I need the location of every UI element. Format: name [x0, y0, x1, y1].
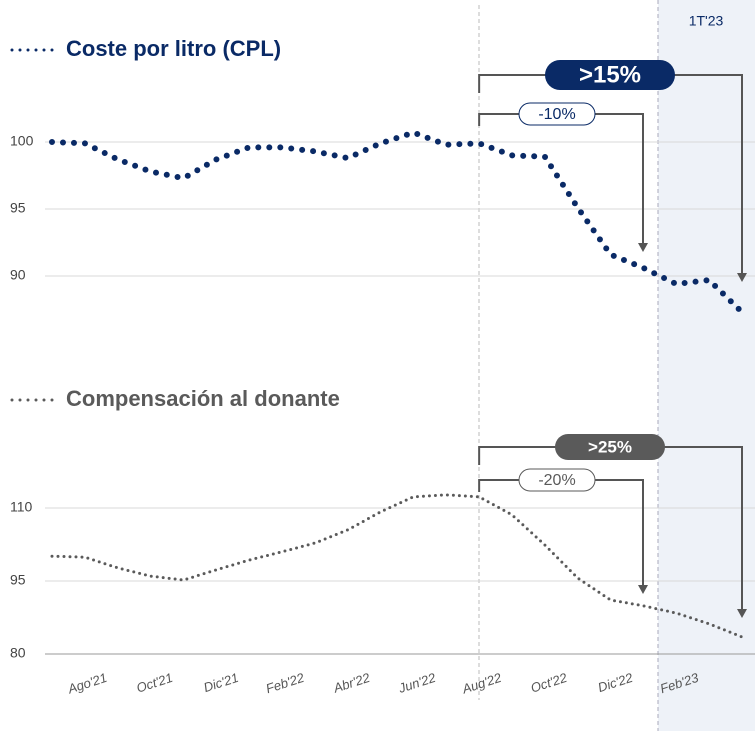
- data-line: [50, 493, 744, 639]
- x-tick-label: Ago'21: [65, 670, 109, 697]
- annotation: >15%: [579, 61, 641, 88]
- x-tick-label: Abr'22: [331, 670, 373, 696]
- arrow-head: [638, 243, 648, 252]
- chart-title: Compensación al donante: [66, 386, 340, 411]
- bracket: [478, 113, 644, 244]
- x-tick-label: Oct'21: [135, 670, 175, 696]
- period-label: 1T'23: [689, 13, 724, 29]
- x-tick-label: Jun'22: [396, 670, 438, 697]
- period-shade: [658, 0, 755, 731]
- y-tick-label: 100: [10, 133, 34, 149]
- annotation-pill: [518, 102, 596, 126]
- chart-title: Coste por litro (CPL): [66, 36, 281, 61]
- y-tick-label: 110: [10, 499, 33, 515]
- annotation-pill: [545, 60, 675, 90]
- x-tick-label: Dic'22: [596, 670, 635, 696]
- y-tick-label: 95: [10, 572, 26, 588]
- data-line: [49, 129, 745, 316]
- annotation: -20%: [538, 472, 575, 489]
- x-tick-label: Feb'22: [264, 670, 307, 697]
- annotation: -10%: [538, 106, 575, 123]
- arrow-head: [737, 273, 747, 282]
- annotation-pill: [518, 468, 596, 492]
- y-tick-label: 90: [10, 267, 26, 283]
- arrow-head: [737, 609, 747, 618]
- y-tick-label: 80: [10, 645, 26, 661]
- x-tick-label: Oct'22: [529, 670, 570, 696]
- annotation-pill: [555, 434, 665, 460]
- arrow-head: [638, 585, 648, 594]
- y-tick-label: 95: [10, 200, 26, 216]
- bracket: [478, 479, 644, 586]
- annotation: >25%: [588, 437, 632, 456]
- x-tick-label: Dic'21: [202, 670, 241, 695]
- x-tick-label: Aug'22: [459, 670, 503, 697]
